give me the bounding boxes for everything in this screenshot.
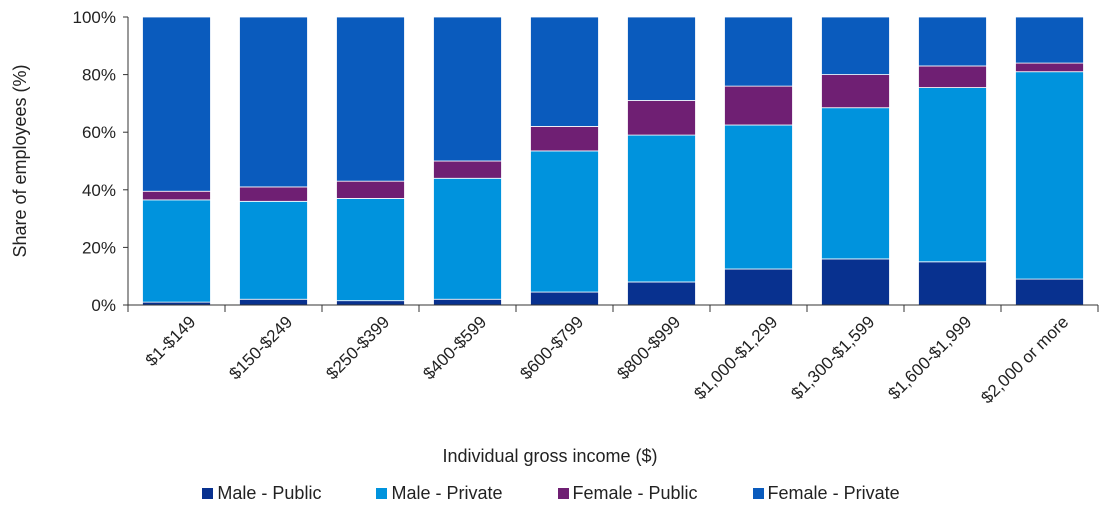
y-tick-label: 40% — [82, 181, 116, 200]
y-tick-label: 80% — [82, 66, 116, 85]
bar-segment-male-public-6 — [724, 268, 793, 306]
bars-layer — [142, 16, 1084, 306]
bar-segment-male-private-0 — [142, 199, 211, 303]
y-axis-title: Share of employees (%) — [10, 64, 30, 257]
bar-segment-female-public-2 — [336, 180, 405, 199]
x-axis-title: Individual gross income ($) — [442, 446, 657, 466]
bar-segment-male-public-9 — [1015, 278, 1084, 306]
legend-swatch — [557, 488, 569, 499]
x-tick-label: $600-$799 — [516, 312, 587, 383]
bar-segment-female-private-3 — [433, 16, 502, 162]
legend-label: Male - Private — [391, 483, 503, 503]
x-tick-label: $400-$599 — [419, 312, 490, 383]
bar-segment-male-private-9 — [1015, 71, 1084, 280]
legend-item: Female - Public — [557, 483, 698, 504]
bar-segment-male-public-5 — [627, 281, 696, 306]
bar-segment-female-private-7 — [821, 16, 890, 75]
legend-item: Female - Private — [752, 483, 900, 504]
legend-swatch — [376, 488, 388, 499]
x-tick-label: $800-$999 — [613, 312, 684, 383]
bar-segment-male-public-4 — [530, 291, 599, 306]
bar-segment-female-private-5 — [627, 16, 696, 101]
bar-segment-female-public-3 — [433, 160, 502, 179]
legend-label: Female - Private — [767, 483, 900, 503]
y-tick-label: 20% — [82, 238, 116, 257]
bar-segment-female-public-9 — [1015, 62, 1084, 73]
legend: Male - Public Male - Private Female - Publ… — [0, 483, 1102, 504]
bar-segment-female-public-5 — [627, 100, 696, 136]
bar-segment-female-public-7 — [821, 74, 890, 109]
x-tick-label: $250-$399 — [322, 312, 393, 383]
bar-segment-male-private-5 — [627, 134, 696, 283]
bar-segment-male-private-2 — [336, 198, 405, 302]
x-tick-label: $150-$249 — [225, 312, 296, 383]
legend-item: Male - Public — [202, 483, 321, 504]
bar-segment-female-public-1 — [239, 186, 308, 202]
stacked-bar-chart: 0% 20% 40% 60% 80% 100% $1-$149 $150-$249 $250-$… — [10, 8, 1099, 466]
x-tick-label: $2,000 or more — [977, 312, 1072, 407]
bar-segment-male-private-8 — [918, 87, 987, 263]
legend-swatch — [752, 488, 764, 499]
legend-label: Female - Public — [572, 483, 698, 503]
x-tick-label: $1,300-$1,599 — [787, 312, 878, 403]
bar-segment-female-private-9 — [1015, 16, 1084, 64]
bar-segment-female-private-4 — [530, 16, 599, 127]
bar-segment-female-private-8 — [918, 16, 987, 67]
bar-segment-male-public-3 — [433, 298, 502, 306]
bar-segment-female-public-8 — [918, 65, 987, 88]
bar-segment-female-public-6 — [724, 85, 793, 126]
x-tick-label: $1,600-$1,999 — [884, 312, 975, 403]
legend-label: Male - Public — [217, 483, 322, 503]
y-tick-label: 60% — [82, 123, 116, 142]
bar-segment-male-private-3 — [433, 177, 502, 300]
x-tick-label: $1-$149 — [142, 312, 200, 370]
bar-segment-female-private-2 — [336, 16, 405, 182]
bar-segment-male-public-1 — [239, 298, 308, 306]
bar-segment-female-private-6 — [724, 16, 793, 87]
bar-segment-male-public-2 — [336, 300, 405, 306]
bar-segment-female-public-4 — [530, 126, 599, 152]
bar-segment-female-private-1 — [239, 16, 308, 188]
y-tick-label: 100% — [73, 8, 116, 27]
bar-segment-male-private-1 — [239, 200, 308, 300]
bar-segment-male-public-7 — [821, 258, 890, 306]
legend-item: Male - Private — [376, 483, 503, 504]
x-tick-label: $1,000-$1,299 — [690, 312, 781, 403]
bar-segment-male-private-6 — [724, 124, 793, 270]
bar-segment-male-public-8 — [918, 261, 987, 306]
bar-segment-male-private-4 — [530, 150, 599, 293]
bar-segment-female-public-0 — [142, 190, 211, 201]
bar-segment-male-private-7 — [821, 107, 890, 260]
y-tick-label: 0% — [91, 296, 116, 315]
bar-segment-female-private-0 — [142, 16, 211, 192]
legend-swatch — [202, 488, 214, 499]
